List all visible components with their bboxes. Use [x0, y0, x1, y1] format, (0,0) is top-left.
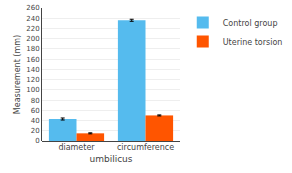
svg-text:260: 260 — [26, 4, 39, 12]
svg-text:umbilicus: umbilicus — [89, 154, 132, 164]
svg-text:160: 160 — [26, 56, 39, 64]
svg-text:180: 180 — [26, 45, 39, 53]
svg-text:120: 120 — [26, 76, 39, 84]
svg-text:circumference: circumference — [117, 143, 174, 152]
svg-text:220: 220 — [26, 25, 39, 33]
svg-text:200: 200 — [26, 35, 39, 43]
svg-text:80: 80 — [31, 97, 40, 105]
svg-text:Uterine torsion: Uterine torsion — [223, 38, 283, 47]
svg-text:Measurement (mm): Measurement (mm) — [13, 35, 22, 114]
svg-text:60: 60 — [31, 107, 40, 115]
svg-text:0: 0 — [35, 137, 39, 145]
svg-text:40: 40 — [31, 117, 40, 125]
svg-text:20: 20 — [31, 127, 40, 135]
svg-text:100: 100 — [26, 86, 39, 94]
svg-text:diameter: diameter — [58, 143, 95, 152]
svg-text:Control group: Control group — [223, 19, 278, 28]
svg-text:240: 240 — [26, 15, 39, 23]
svg-text:140: 140 — [26, 66, 39, 74]
